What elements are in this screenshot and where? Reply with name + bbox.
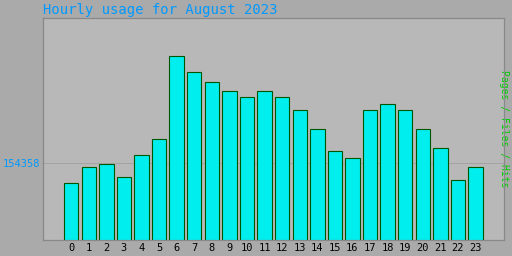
Bar bbox=[258, 91, 272, 256]
Text: Hourly usage for August 2023: Hourly usage for August 2023 bbox=[43, 3, 278, 17]
Bar bbox=[380, 104, 395, 256]
Y-axis label: Pages / Files / Hits: Pages / Files / Hits bbox=[499, 70, 509, 188]
Bar bbox=[134, 155, 148, 256]
Bar bbox=[152, 139, 166, 256]
Bar bbox=[398, 110, 412, 256]
Bar bbox=[169, 56, 184, 256]
Bar bbox=[328, 152, 342, 256]
Bar bbox=[222, 91, 237, 256]
Bar bbox=[451, 180, 465, 256]
Bar bbox=[99, 164, 114, 256]
Bar bbox=[468, 167, 483, 256]
Bar bbox=[292, 110, 307, 256]
Bar bbox=[240, 98, 254, 256]
Bar bbox=[275, 98, 289, 256]
Bar bbox=[205, 81, 219, 256]
Bar bbox=[81, 167, 96, 256]
Bar bbox=[433, 148, 447, 256]
Bar bbox=[363, 110, 377, 256]
Bar bbox=[416, 129, 430, 256]
Bar bbox=[310, 129, 325, 256]
Bar bbox=[345, 158, 359, 256]
Bar bbox=[187, 72, 201, 256]
Bar bbox=[117, 177, 131, 256]
Bar bbox=[64, 183, 78, 256]
